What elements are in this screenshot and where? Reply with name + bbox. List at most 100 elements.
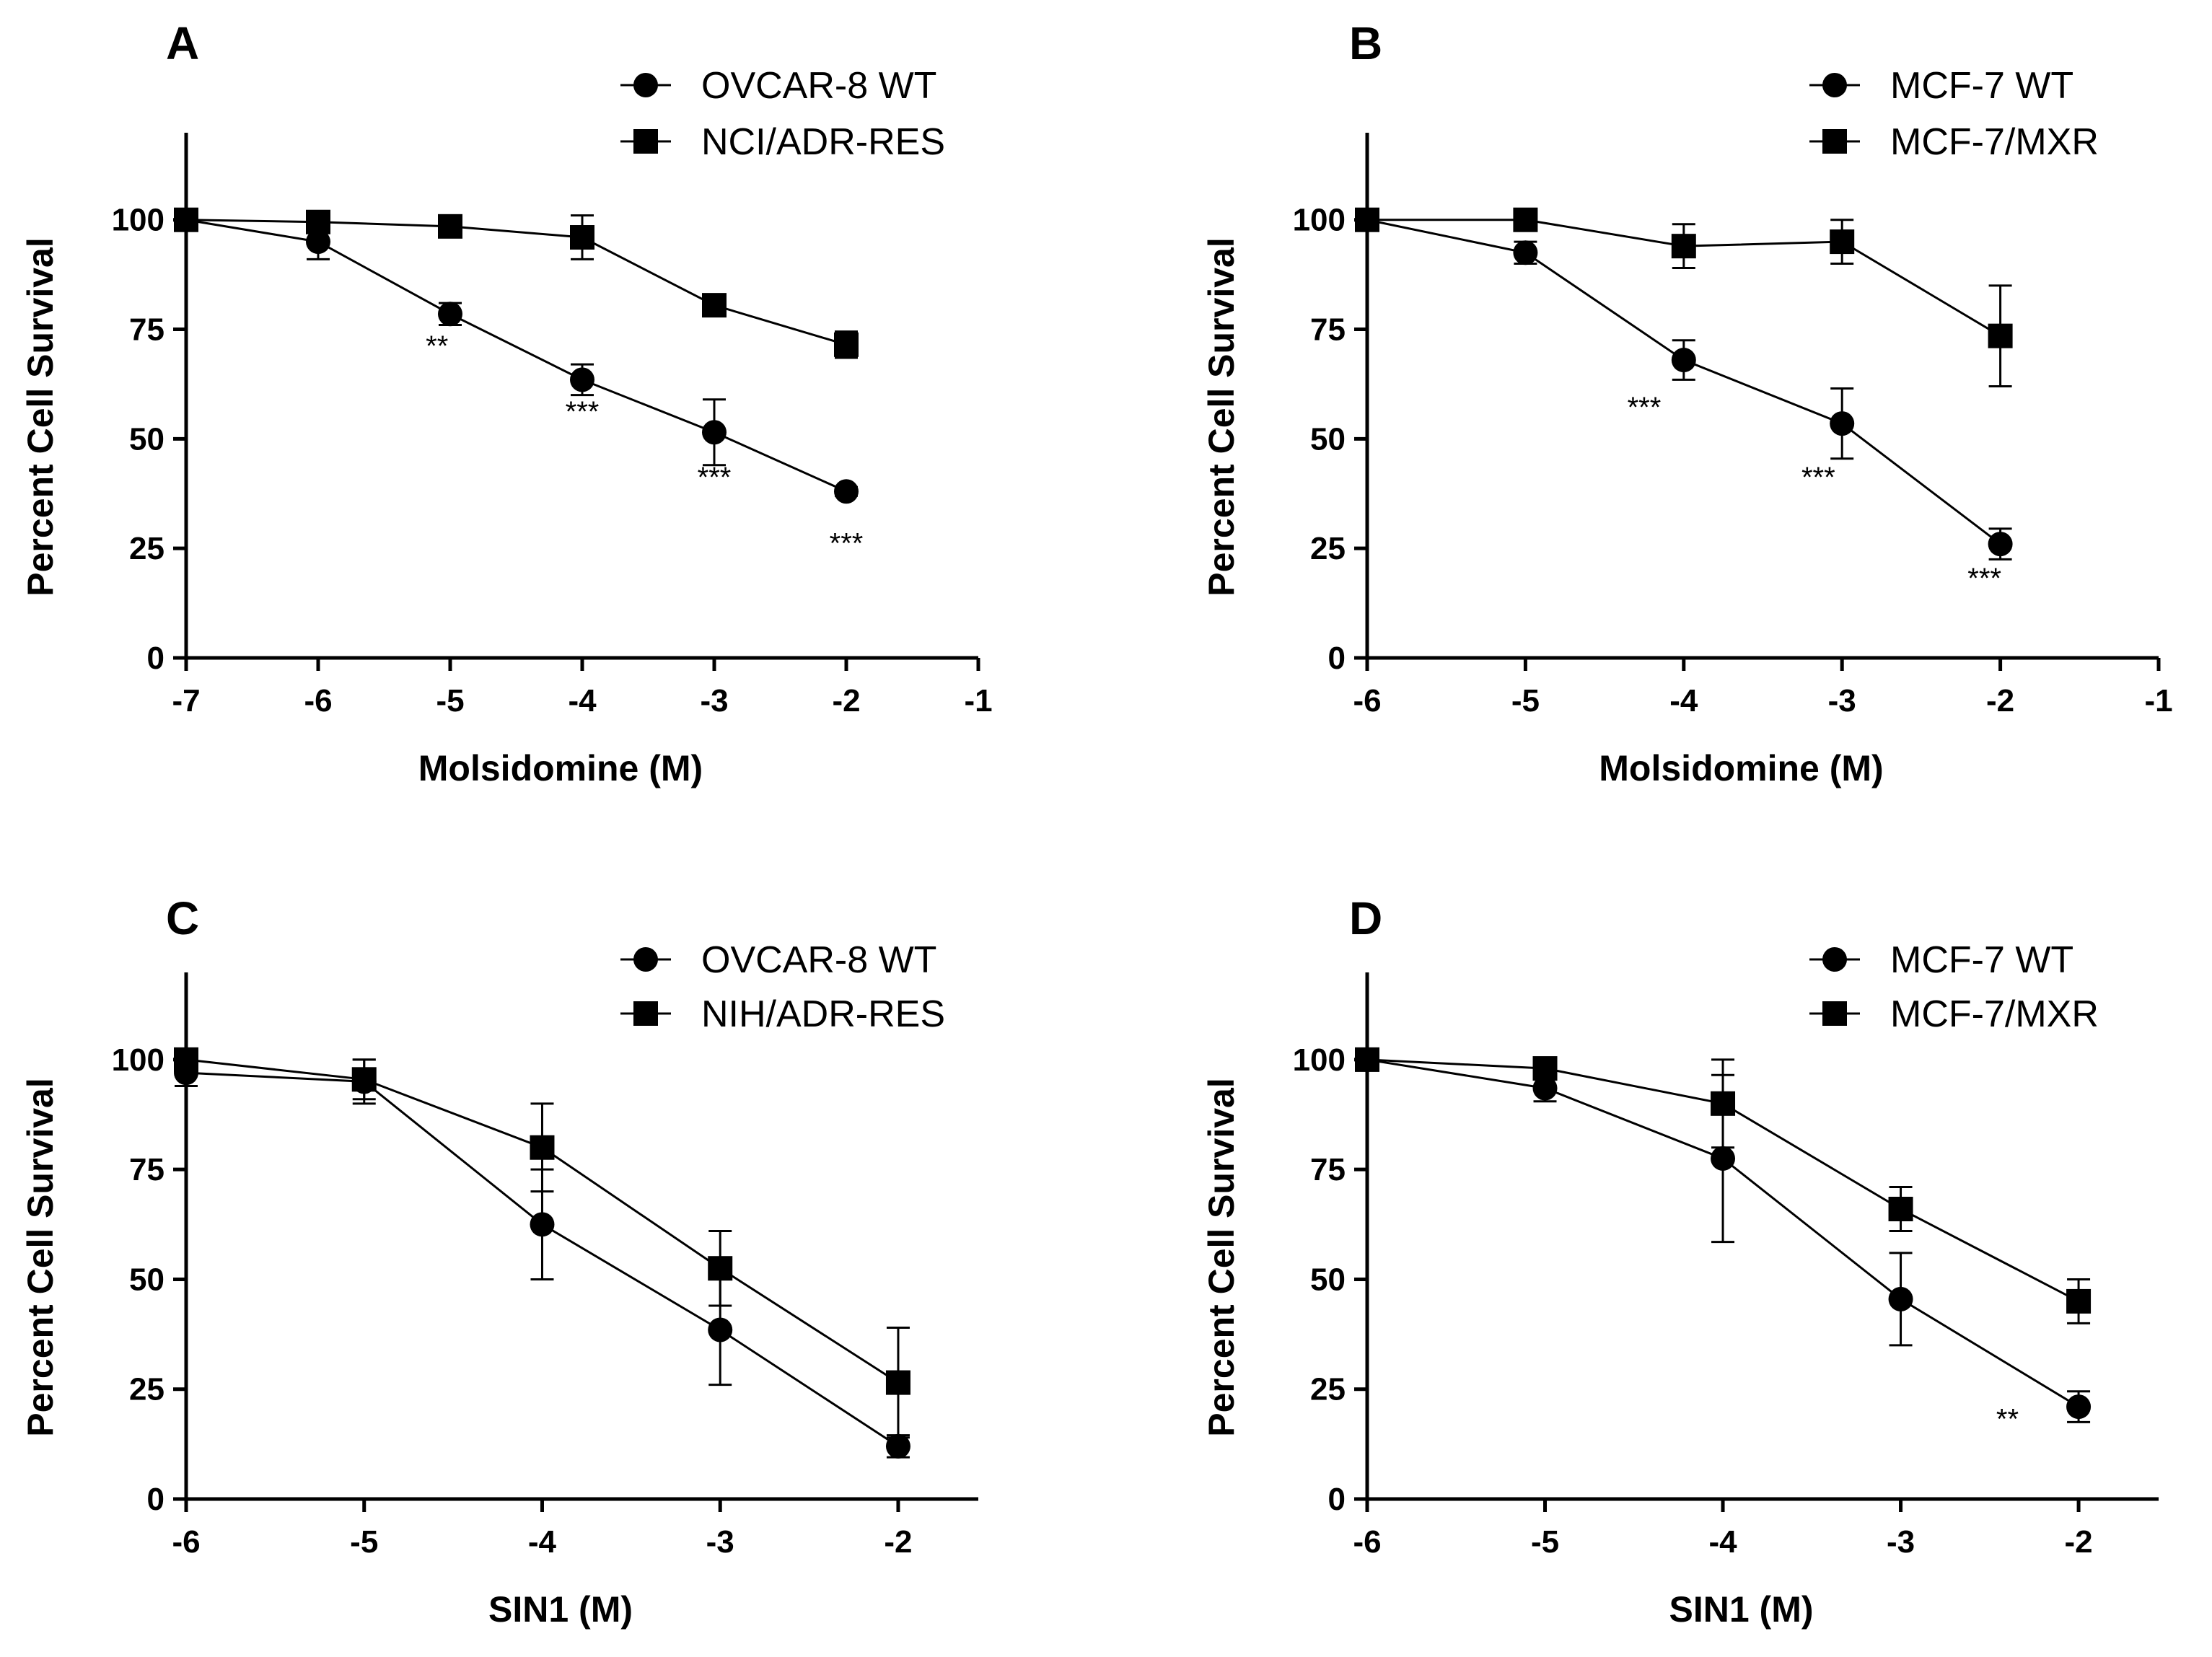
legend-marker <box>1822 1001 1847 1026</box>
significance-annotation: *** <box>1967 563 2001 594</box>
data-point <box>834 332 859 357</box>
x-tick-label: -3 <box>700 683 728 718</box>
legend-label: MCF-7 WT <box>1890 939 2073 981</box>
x-tick-label: -5 <box>350 1524 378 1560</box>
x-tick-label: -5 <box>1531 1524 1559 1560</box>
data-point <box>702 420 727 445</box>
y-tick-label: 100 <box>1293 1042 1346 1078</box>
y-tick-label: 50 <box>1310 421 1346 457</box>
y-tick-label: 0 <box>1328 641 1346 676</box>
legend-marker <box>633 73 658 97</box>
x-axis-title: Molsidomine (M) <box>1599 748 1883 788</box>
y-axis-title: Percent Cell Survival <box>20 237 61 596</box>
legend-label: MCF-7/MXR <box>1890 993 2099 1035</box>
legend-marker <box>1822 947 1847 972</box>
significance-annotation: *** <box>1628 392 1662 423</box>
series-1 <box>174 207 859 359</box>
x-tick-label: -1 <box>964 683 992 718</box>
y-tick-label: 100 <box>112 203 164 238</box>
y-tick-label: 25 <box>129 1372 164 1407</box>
legend-marker <box>633 1001 658 1026</box>
significance-annotation: *** <box>566 396 600 428</box>
data-point <box>306 229 330 255</box>
x-axis-title: Molsidomine (M) <box>418 748 703 788</box>
x-axis-title: SIN1 (M) <box>1669 1589 1814 1630</box>
data-point <box>570 367 594 392</box>
significance-annotation: *** <box>698 462 732 493</box>
legend-label: NCI/ADR-RES <box>701 121 945 163</box>
series-0 <box>174 207 859 504</box>
x-tick-label: -5 <box>1511 683 1540 718</box>
series-1 <box>1355 1047 2092 1324</box>
data-point <box>702 293 727 318</box>
legend-marker <box>1822 129 1847 154</box>
series-1 <box>174 1047 910 1439</box>
x-tick-label: -6 <box>304 683 332 718</box>
data-point <box>1671 348 1696 373</box>
significance-annotation: *** <box>830 527 864 559</box>
x-tick-label: -4 <box>1708 1524 1737 1560</box>
x-tick-label: -4 <box>1669 683 1698 718</box>
panel-label: B <box>1349 17 1382 69</box>
significance-annotation: ** <box>1996 1404 2019 1436</box>
y-tick-label: 75 <box>129 1152 164 1187</box>
chart-panel-b: B 0 25 50 75 100 -6 -5 -4 -3 -2 -1 Molsidomine (M) Pe… <box>1201 17 2173 788</box>
x-tick-label: -2 <box>2065 1524 2093 1560</box>
panel-label: A <box>166 17 199 69</box>
data-point <box>1355 1047 1379 1072</box>
data-point <box>1532 1056 1558 1081</box>
y-axis-title: Percent Cell Survival <box>20 1078 61 1436</box>
legend-label: MCF-7/MXR <box>1890 121 2099 163</box>
chart-panel-c: C 0 25 50 75 100 -6 -5 -4 -3 -2 SIN1 (M) Percent Cel… <box>20 892 978 1630</box>
x-tick-label: -2 <box>832 683 860 718</box>
y-tick-label: 100 <box>1293 203 1346 238</box>
x-tick-label: -3 <box>1828 683 1856 718</box>
legend-marker <box>633 947 658 972</box>
series-1 <box>1355 207 2013 387</box>
data-point <box>530 1135 555 1160</box>
y-tick-label: 75 <box>1310 312 1346 348</box>
data-point <box>351 1067 377 1092</box>
data-point <box>1888 1197 1913 1221</box>
data-point <box>1355 207 1379 232</box>
legend-marker <box>633 129 658 154</box>
y-tick-label: 75 <box>129 312 164 348</box>
y-tick-label: 25 <box>1310 531 1346 566</box>
y-tick-label: 0 <box>1328 1482 1346 1517</box>
x-tick-label: -2 <box>884 1524 912 1560</box>
data-point <box>174 207 198 232</box>
chart-panel-a: A 0 25 50 75 100 -7 -6 -5 -4 -3 -2 -1 Molsidomine (M)… <box>20 17 993 788</box>
data-point <box>2066 1394 2092 1420</box>
data-point <box>174 1047 198 1072</box>
significance-annotation: *** <box>1801 462 1835 493</box>
y-axis-title: Percent Cell Survival <box>1201 1078 1242 1436</box>
data-point <box>708 1256 733 1281</box>
y-tick-label: 25 <box>129 531 164 566</box>
x-axis-title: SIN1 (M) <box>488 1589 633 1630</box>
data-point <box>1988 532 2013 557</box>
x-tick-label: -2 <box>1986 683 2014 718</box>
legend-label: OVCAR-8 WT <box>701 65 936 107</box>
x-tick-label: -4 <box>568 683 597 718</box>
y-tick-label: 75 <box>1310 1152 1346 1187</box>
legend-label: MCF-7 WT <box>1890 65 2073 107</box>
y-tick-label: 25 <box>1310 1372 1346 1407</box>
x-tick-label: -5 <box>436 683 464 718</box>
x-tick-label: -1 <box>2144 683 2172 718</box>
data-point <box>834 479 859 504</box>
series-line <box>185 219 847 493</box>
legend-label: NIH/ADR-RES <box>701 993 945 1035</box>
data-point <box>1513 207 1538 232</box>
data-point <box>1671 234 1696 259</box>
data-point <box>438 214 462 239</box>
y-tick-label: 100 <box>112 1042 164 1078</box>
y-tick-label: 50 <box>129 421 164 457</box>
panel-label: D <box>1349 892 1382 944</box>
x-tick-label: -6 <box>1353 683 1381 718</box>
data-point <box>570 225 594 250</box>
legend-label: OVCAR-8 WT <box>701 939 936 981</box>
data-point <box>2066 1288 2092 1314</box>
x-tick-label: -4 <box>528 1524 557 1560</box>
data-point <box>1513 240 1538 265</box>
y-tick-label: 50 <box>1310 1262 1346 1297</box>
